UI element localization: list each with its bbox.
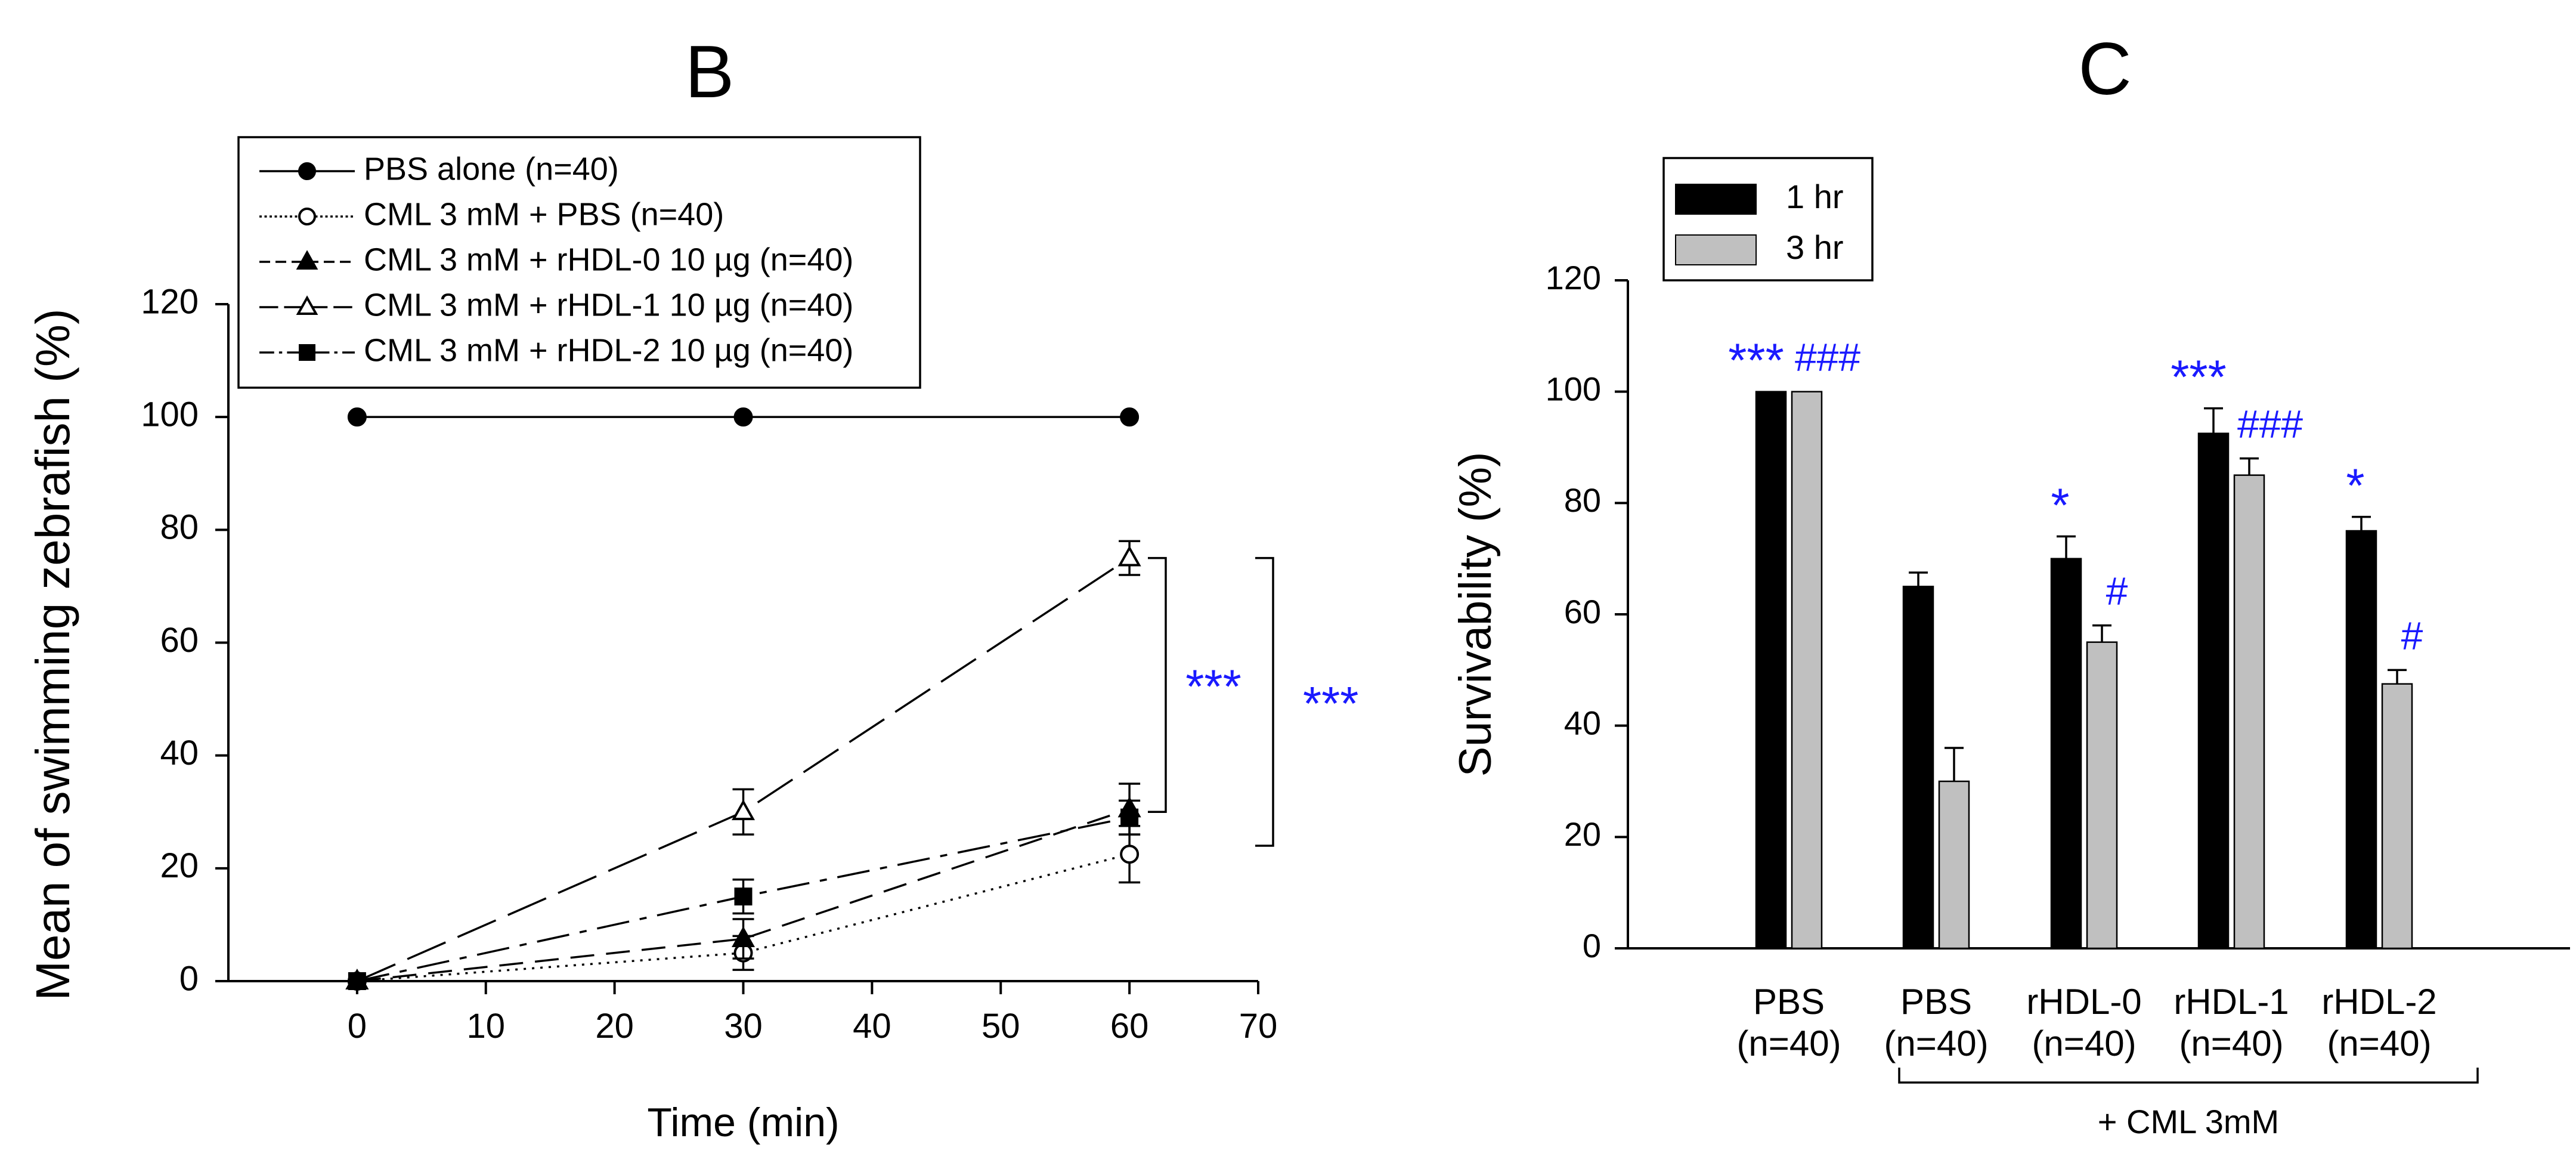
legend-swatch — [1675, 184, 1757, 215]
panel-b-line-chart: B 0 20 40 60 80 100 120 0 10 20 30 40 50 60 70 Time (min… — [26, 31, 1358, 1145]
bar — [1755, 391, 1787, 950]
bar — [2197, 432, 2230, 950]
y-tick-label: 120 — [1546, 259, 1601, 296]
data-point — [1120, 407, 1140, 427]
bar — [2086, 641, 2118, 950]
x-tick-label: 30 — [724, 1007, 763, 1046]
y-tick-label: 40 — [1564, 704, 1601, 741]
legend-marker — [296, 250, 318, 270]
significance-label: *** — [1185, 660, 1241, 713]
series-line — [357, 853, 1130, 982]
y-tick-label: 120 — [141, 282, 199, 321]
x-tick-label: 0 — [348, 1007, 367, 1046]
legend-entry: 3 hr — [1786, 228, 1844, 266]
bar — [2050, 558, 2082, 950]
x-tick-label: 60 — [1110, 1007, 1149, 1046]
x-tick-label: 50 — [982, 1007, 1020, 1046]
category-sublabel: (n=40) — [2179, 1023, 2283, 1063]
bar — [2381, 683, 2413, 950]
y-tick-label: 20 — [160, 846, 199, 885]
significance-label: *** — [2171, 351, 2226, 404]
data-point — [1120, 845, 1140, 864]
data-point — [734, 887, 753, 906]
bar — [1938, 780, 1970, 950]
category-label: PBS — [1753, 982, 1825, 1022]
data-point — [1120, 808, 1139, 827]
significance-label: ### — [2237, 402, 2303, 446]
category-sublabel: (n=40) — [2327, 1023, 2431, 1063]
category-sublabel: (n=40) — [1736, 1023, 1841, 1063]
bar — [2233, 474, 2265, 950]
data-point — [347, 407, 367, 427]
legend: PBS alone (n=40) CML 3 mM + PBS (n=40) CML… — [237, 136, 921, 389]
category-label: rHDL-0 — [2026, 982, 2141, 1022]
legend-entry: PBS alone (n=40) — [364, 151, 619, 187]
data-point — [1117, 545, 1141, 567]
category-label: PBS — [1900, 982, 1972, 1022]
data-point — [348, 972, 366, 990]
legend-marker — [296, 295, 318, 316]
significance-label: * — [2051, 478, 2069, 531]
series-line — [357, 557, 1131, 982]
data-point — [731, 926, 756, 947]
group-bracket — [1898, 1068, 2479, 1084]
y-axis-title: Survivability (%) — [1450, 452, 1501, 777]
y-tick-label: 20 — [1564, 815, 1601, 853]
group-label: + CML 3mM — [2098, 1103, 2279, 1140]
significance-label: *** — [1728, 334, 1784, 387]
legend-entry: CML 3 mM + rHDL-2 10 µg (n=40) — [364, 332, 853, 368]
significance-label: # — [2106, 569, 2128, 613]
legend: 1 hr 3 hr — [1662, 157, 1874, 282]
y-tick-label: 100 — [1546, 370, 1601, 407]
y-tick-label: 0 — [1583, 927, 1601, 964]
series-line — [357, 808, 1130, 982]
legend-entry: CML 3 mM + PBS (n=40) — [364, 196, 724, 232]
x-tick-label: 20 — [595, 1007, 634, 1046]
category-sublabel: (n=40) — [1884, 1023, 1988, 1063]
y-tick-label: 60 — [160, 621, 199, 660]
category-label: rHDL-1 — [2174, 982, 2289, 1022]
legend-entry: CML 3 mM + rHDL-0 10 µg (n=40) — [364, 242, 853, 277]
legend-entry: 1 hr — [1786, 178, 1844, 215]
panel-c-title: C — [2078, 28, 2132, 110]
bar — [1902, 586, 1934, 950]
legend-marker — [299, 344, 315, 361]
legend-marker — [298, 208, 316, 225]
y-tick-label: 0 — [179, 959, 199, 998]
legend-box — [237, 136, 921, 389]
data-point — [733, 407, 753, 427]
x-tick-label: 10 — [466, 1007, 505, 1046]
significance-label: # — [2401, 613, 2423, 657]
panel-b-title: B — [685, 31, 735, 113]
significance-bracket — [1148, 556, 1167, 813]
significance-label: * — [2346, 459, 2364, 512]
data-point — [731, 799, 756, 821]
category-sublabel: (n=40) — [2032, 1023, 2136, 1063]
legend-marker — [298, 162, 316, 180]
significance-label: *** — [1303, 677, 1358, 730]
legend-swatch — [1675, 234, 1757, 265]
significance-label: ### — [1795, 335, 1860, 379]
bar — [1791, 391, 1823, 950]
x-tick-label: 40 — [853, 1007, 891, 1046]
y-tick-label: 100 — [141, 395, 199, 434]
bar — [2345, 530, 2377, 950]
category-label: rHDL-2 — [2321, 982, 2436, 1022]
y-tick-label: 80 — [160, 508, 199, 547]
x-tick-label: 70 — [1239, 1007, 1278, 1046]
y-axis-title: Mean of swimming zebrafish (%) — [26, 308, 79, 1000]
y-tick-label: 80 — [1564, 481, 1601, 519]
y-tick-label: 60 — [1564, 593, 1601, 630]
y-tick-label: 40 — [160, 734, 199, 772]
x-axis-title: Time (min) — [647, 1100, 839, 1145]
significance-bracket — [1255, 556, 1274, 847]
legend-entry: CML 3 mM + rHDL-1 10 µg (n=40) — [364, 287, 853, 323]
